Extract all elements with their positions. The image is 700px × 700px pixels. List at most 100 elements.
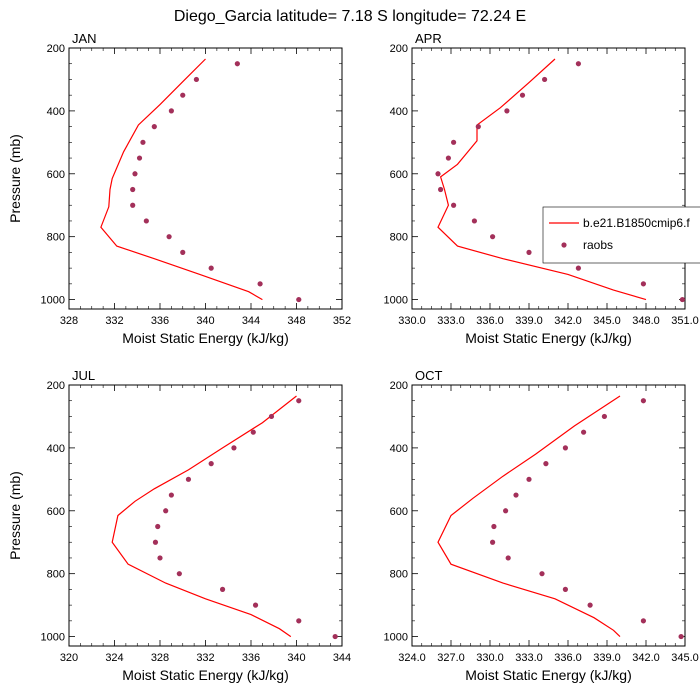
panel-jul-obs-point xyxy=(296,398,302,404)
panel-oct-ytick-label: 200 xyxy=(390,380,408,392)
panel-apr-model-line xyxy=(437,58,647,301)
legend: b.e21.B1850cmip6.f raobs xyxy=(542,206,700,264)
panel-jan-obs-point xyxy=(143,218,149,224)
panel-jan-obs-point xyxy=(132,171,138,177)
panel-oct-ytick-label: 400 xyxy=(390,443,408,455)
panel-apr-xtick-label: 345.0 xyxy=(593,315,621,327)
panel-jul-ytick-label: 200 xyxy=(47,380,65,392)
panel-apr-xtick-label: 336.0 xyxy=(476,315,504,327)
panel-oct-obs-point xyxy=(581,429,587,435)
panel-jan-ytick-label: 800 xyxy=(47,232,65,244)
chart-title: Diego_Garcia latitude= 7.18 S longitude=… xyxy=(174,8,526,25)
panel-jan-obs-point xyxy=(296,296,302,303)
panel-oct-obs-point xyxy=(491,523,497,530)
panel-jul-obs-point xyxy=(268,413,275,420)
panel-jan-xtick-label: 336 xyxy=(151,315,169,327)
panel-jul-xtick-label: 340 xyxy=(287,652,305,664)
panel-jul-obs-point xyxy=(332,633,338,640)
panel-oct-label: OCT xyxy=(415,368,443,383)
panel-oct-ytick-label: 1000 xyxy=(384,632,408,644)
panel-jan-obs-point xyxy=(257,281,263,287)
panel-apr-obs-point xyxy=(471,218,477,224)
panel-jan-ytick-label: 400 xyxy=(47,106,65,118)
panel-oct-ytick-label: 800 xyxy=(390,569,408,581)
panel-jul: JUL 320 324 328 332 336 340 344 200 400 600 800 1000… xyxy=(7,368,351,683)
panel-apr-ytick-label: 800 xyxy=(390,232,408,244)
panel-jul-ytick-label: 600 xyxy=(47,506,65,518)
panel-oct-obs-point xyxy=(543,461,549,467)
panel-jul-obs-point xyxy=(252,602,259,608)
panel-apr-obs-point xyxy=(504,108,510,114)
panel-apr-xtick-label: 330.0 xyxy=(398,315,426,327)
panel-apr-obs-point xyxy=(640,281,647,287)
panel-oct-xtick-label: 330.0 xyxy=(476,652,504,664)
legend-box xyxy=(542,206,700,264)
panel-jan-obs-point xyxy=(136,155,143,161)
panel-oct-obs-point xyxy=(503,508,509,514)
panel-oct-ytick-label: 600 xyxy=(390,506,408,518)
panel-jan: JAN 328 332 336 340 344 348 352 200 400 600 800 1000… xyxy=(7,31,351,346)
panel-jul-xtick-label: 336 xyxy=(242,652,260,664)
panel-oct-obs-point xyxy=(587,602,593,608)
panel-jul-label: JUL xyxy=(72,368,95,383)
panel-jan-obs-point xyxy=(130,202,136,208)
panel-jul-ytick-label: 1000 xyxy=(41,632,65,644)
panel-apr-obs-point xyxy=(542,76,548,83)
panel-apr-ytick-label: 600 xyxy=(390,169,408,181)
panel-apr: APR 330.0 333.0 336.0 339.0 342.0 345.0 348.0 35… xyxy=(384,31,699,346)
panel-apr-obs-point xyxy=(475,124,481,130)
panel-jul-obs-point xyxy=(185,476,192,482)
panel-jan-obs-point xyxy=(151,124,157,130)
panel-jan-ytick-label: 200 xyxy=(47,43,65,55)
panel-oct-frame xyxy=(411,384,686,647)
panel-oct-obs-point xyxy=(505,555,511,561)
panel-jan-xtick-label: 352 xyxy=(333,315,351,327)
panel-apr-obs-point xyxy=(679,296,686,303)
panel-apr-xlabel: Moist Static Energy (kJ/kg) xyxy=(465,330,632,346)
panel-jul-obs-point xyxy=(163,508,169,514)
panel-jul-frame xyxy=(68,384,343,647)
panel-apr-obs-point xyxy=(445,155,451,161)
panel-jul-obs-point xyxy=(296,618,302,624)
panel-jan-xtick-label: 348 xyxy=(287,315,305,327)
panel-oct-xtick-label: 324.0 xyxy=(398,652,426,664)
panel-oct-xtick-label: 339.0 xyxy=(593,652,621,664)
panel-oct-xtick-label: 333.0 xyxy=(515,652,543,664)
panel-jan-obs-point xyxy=(130,186,136,193)
panel-apr-ytick-label: 400 xyxy=(390,106,408,118)
panel-jul-obs-point xyxy=(219,586,226,592)
panel-jan-obs-point xyxy=(140,139,146,145)
panel-oct-xtick-label: 336.0 xyxy=(554,652,582,664)
panel-oct-obs-point xyxy=(562,586,569,592)
panel-apr-ytick-label: 1000 xyxy=(384,295,408,307)
panel-oct-obs-point xyxy=(526,476,532,482)
panel-apr-obs-point xyxy=(451,202,457,208)
panel-oct-xlabel: Moist Static Energy (kJ/kg) xyxy=(465,667,632,683)
panel-jul-obs-point xyxy=(157,555,163,561)
panel-apr-xtick-label: 351.0 xyxy=(671,315,699,327)
panel-jan-xtick-label: 344 xyxy=(242,315,260,327)
panel-jan-xtick-label: 340 xyxy=(196,315,214,327)
panel-jan-xtick-label: 332 xyxy=(105,315,123,327)
panel-apr-xtick-label: 348.0 xyxy=(632,315,660,327)
panel-apr-obs-point xyxy=(526,249,532,255)
legend-marker-swatch xyxy=(561,242,567,248)
panel-jan-model-line xyxy=(100,58,263,301)
panel-jul-xlabel: Moist Static Energy (kJ/kg) xyxy=(122,667,289,683)
panel-jul-xtick-label: 324 xyxy=(105,652,123,664)
panel-oct-xtick-label: 327.0 xyxy=(437,652,465,664)
panel-jul-xtick-label: 344 xyxy=(333,652,351,664)
panel-apr-obs-point xyxy=(451,139,457,145)
panel-jan-obs-point xyxy=(208,265,214,271)
panel-jul-xtick-label: 332 xyxy=(196,652,214,664)
panel-jan-ytick-label: 600 xyxy=(47,169,65,181)
panel-oct-obs-point xyxy=(562,445,569,451)
panel-jan-obs-point xyxy=(180,92,186,98)
panel-apr-xtick-label: 342.0 xyxy=(554,315,582,327)
panel-oct-obs-point xyxy=(601,413,608,420)
panel-jul-model-line xyxy=(111,395,297,638)
panel-apr-obs-point xyxy=(575,61,582,67)
panel-jan-obs-point xyxy=(193,76,199,83)
panel-jan-frame xyxy=(68,47,343,310)
panel-apr-label: APR xyxy=(415,31,442,46)
